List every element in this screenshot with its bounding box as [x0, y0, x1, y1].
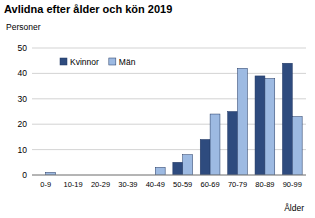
- bar: [292, 117, 302, 175]
- grid-line: [32, 48, 306, 49]
- y-axis-label: Personer: [6, 22, 41, 32]
- bar: [183, 155, 193, 175]
- x-tick-label: 40-49: [146, 180, 165, 189]
- y-tick-label: 0: [22, 170, 27, 180]
- x-tick-label: 90-99: [283, 180, 302, 189]
- x-tick-label: 30-39: [118, 180, 137, 189]
- grid-line: [32, 73, 306, 74]
- x-tick-label: 80-89: [255, 180, 274, 189]
- bar: [155, 167, 165, 175]
- x-tick-label: 0-9: [40, 180, 51, 189]
- x-tick-label: 70-79: [228, 180, 247, 189]
- bar: [265, 78, 275, 175]
- bar: [210, 114, 220, 175]
- y-tick-label: 20: [18, 119, 28, 129]
- y-tick-label: 30: [18, 94, 28, 104]
- x-axis-label: Ålder: [284, 203, 304, 213]
- bars: [46, 63, 302, 175]
- title: Avlidna efter ålder och kön 2019: [4, 3, 172, 15]
- x-tick-label: 20-29: [91, 180, 110, 189]
- x-tick-label: 60-69: [201, 180, 220, 189]
- bar: [228, 112, 238, 176]
- bar: [173, 162, 183, 175]
- bar: [255, 76, 265, 175]
- chart: Avlidna efter ålder och kön 2019 Personer…: [0, 0, 315, 218]
- x-tick-label: 10-19: [64, 180, 83, 189]
- y-tick-label: 50: [18, 43, 28, 53]
- legend-label: Män: [119, 57, 136, 67]
- bar: [282, 63, 292, 175]
- grid-line: [32, 175, 306, 176]
- y-tick-label: 40: [18, 68, 28, 78]
- x-axis-line: [32, 175, 306, 176]
- legend-swatch: [60, 58, 67, 65]
- legend-swatch: [109, 58, 116, 65]
- y-tick-label: 10: [18, 145, 28, 155]
- x-tick-label: 50-59: [173, 180, 192, 189]
- bar: [200, 139, 210, 175]
- bar: [238, 68, 248, 175]
- legend-label: Kvinnor: [70, 57, 99, 67]
